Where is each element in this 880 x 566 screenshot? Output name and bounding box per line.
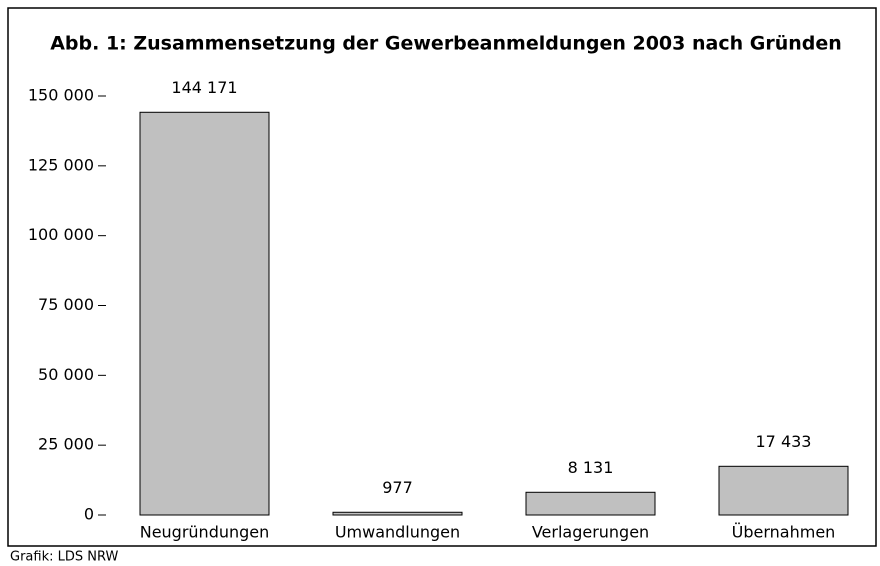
- value-label: 17 433: [756, 432, 812, 451]
- source: Grafik: LDS NRW: [10, 550, 118, 565]
- x-tick-label: Neugründungen: [140, 523, 270, 542]
- bar: [139, 111, 270, 516]
- y-tick-label: 50 000: [38, 365, 94, 384]
- frame: [7, 7, 877, 547]
- bar: [332, 511, 463, 516]
- x-tick-label: Umwandlungen: [335, 523, 460, 542]
- bar: [525, 491, 656, 516]
- y-tick-label: 25 000: [38, 435, 94, 454]
- value-label: 977: [382, 478, 413, 497]
- value-label: 8 131: [568, 458, 614, 477]
- y-tick-label: 150 000: [28, 86, 94, 105]
- bar: [718, 465, 849, 516]
- y-tick-label: 75 000: [38, 295, 94, 314]
- chart-title: Abb. 1: Zusammensetzung der Gewerbeanmel…: [50, 33, 842, 55]
- y-tick-label: 100 000: [28, 225, 94, 244]
- y-tick-label: 0: [84, 505, 94, 524]
- x-tick-label: Verlagerungen: [532, 523, 649, 542]
- x-tick-label: Übernahmen: [732, 523, 836, 542]
- y-tick-label: 125 000: [28, 155, 94, 174]
- value-label: 144 171: [171, 78, 237, 97]
